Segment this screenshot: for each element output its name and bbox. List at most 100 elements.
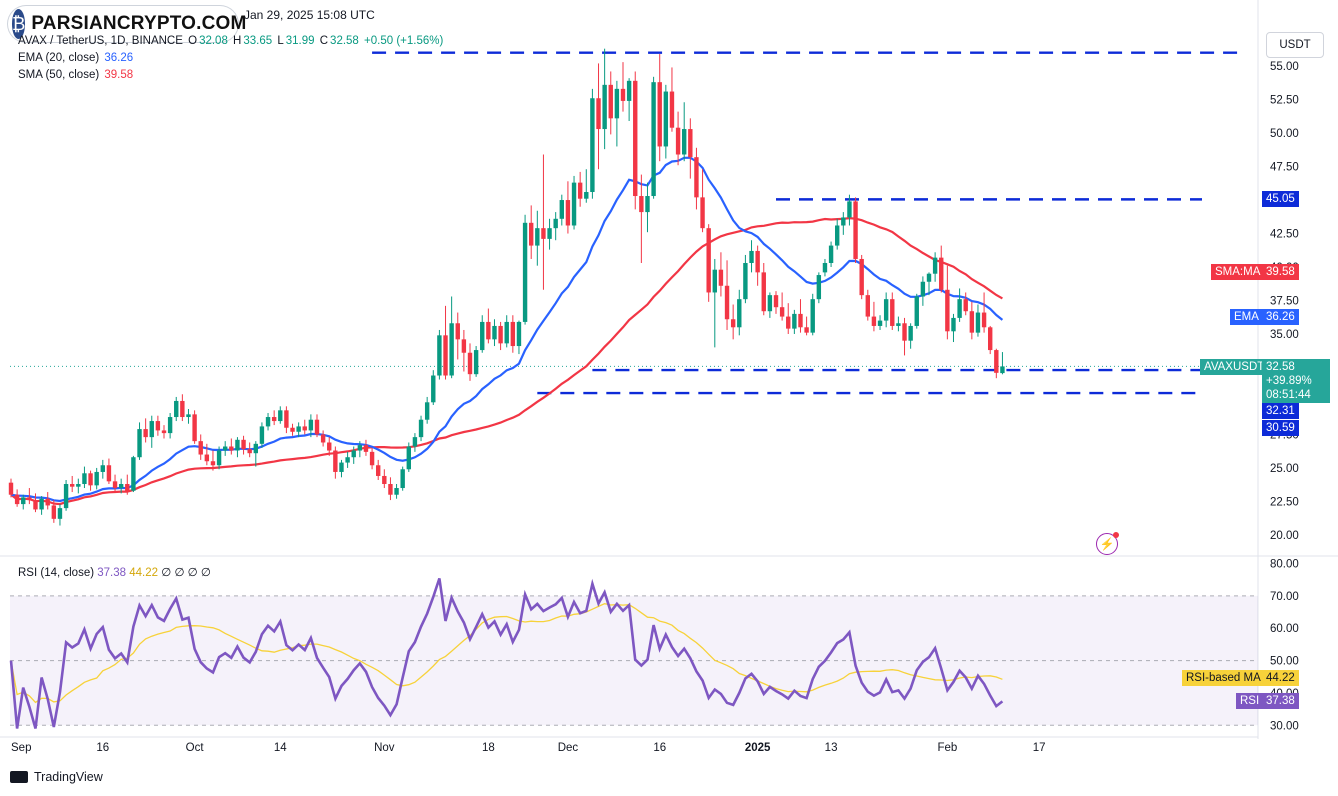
candle-body xyxy=(327,442,332,451)
candle-body xyxy=(137,429,142,458)
candle-body xyxy=(106,465,112,482)
tradingview-footer[interactable]: TradingView xyxy=(10,770,103,784)
price-tick-label: 47.50 xyxy=(1270,162,1299,174)
sma-legend[interactable]: SMA (50, close) 39.58 xyxy=(18,69,135,81)
candle-body xyxy=(675,127,681,155)
candle-body xyxy=(614,88,620,119)
candle-body xyxy=(786,316,791,329)
high-value: 33.65 xyxy=(243,35,273,47)
time-tick-label: 2025 xyxy=(745,742,771,754)
close-label: C xyxy=(319,35,329,47)
candle-body xyxy=(461,339,467,353)
candle-body xyxy=(908,325,913,341)
rsi-legend-extra: ∅ ∅ ∅ ∅ xyxy=(161,567,211,579)
level-low2-tag: 30.59 xyxy=(1262,420,1299,436)
candle-body xyxy=(902,323,907,341)
candle-body xyxy=(216,450,222,466)
candle-body xyxy=(363,445,369,452)
chart-header: ₿ PARSIANCRYPTO.COM Jan 29, 2025 15:08 U… xyxy=(0,0,1260,90)
ema-legend[interactable]: EMA (20, close) 36.26 xyxy=(18,52,135,64)
rsi-tag-value: 37.38 xyxy=(1262,693,1299,709)
time-tick-label: Nov xyxy=(374,742,395,754)
candle-body xyxy=(700,197,705,229)
candle-body xyxy=(914,296,919,326)
candle-body xyxy=(473,350,479,375)
candle-body xyxy=(920,281,926,297)
candle-body xyxy=(571,182,577,226)
candle-body xyxy=(877,320,883,326)
candle-body xyxy=(431,375,436,403)
price-tick-label: 50.00 xyxy=(1270,128,1299,140)
candle-body xyxy=(577,182,583,199)
rsi-legend[interactable]: RSI (14, close) 37.38 44.22 ∅ ∅ ∅ ∅ xyxy=(18,565,211,579)
candle-body xyxy=(131,457,136,491)
candle-body xyxy=(657,82,662,147)
candle-body xyxy=(192,414,197,442)
symbol-legend[interactable]: AVAX / TetherUS, 1D, BINANCE O 32.08 H 33.… xyxy=(18,35,445,47)
candle-body xyxy=(339,462,344,472)
candle-body xyxy=(608,84,613,119)
candle-body xyxy=(663,91,669,147)
candle-body xyxy=(559,200,564,219)
candle-body xyxy=(767,295,773,312)
candle-body xyxy=(320,434,326,443)
candle-body xyxy=(247,449,252,454)
candle-body xyxy=(761,272,766,312)
notification-dot xyxy=(1113,532,1119,538)
candle-body xyxy=(302,426,307,431)
ema-tag-value: 36.26 xyxy=(1262,309,1299,325)
candle-body xyxy=(369,451,375,466)
rsi-ma-line xyxy=(10,603,1003,704)
open-value: 32.08 xyxy=(199,35,228,47)
candle-body xyxy=(939,257,944,290)
ema-legend-value: 36.26 xyxy=(104,52,134,64)
candle-body xyxy=(63,484,69,509)
candle-body xyxy=(859,258,864,296)
candle-body xyxy=(792,313,797,329)
candle-body xyxy=(529,222,534,246)
price-tick-label: 55.00 xyxy=(1270,61,1299,73)
candle-body xyxy=(455,323,460,340)
ema-20-line xyxy=(10,156,1004,503)
ema-legend-label: EMA (20, close) xyxy=(18,52,100,64)
candle-body xyxy=(180,400,185,418)
price-tick-label: 52.50 xyxy=(1270,95,1299,107)
candle-body xyxy=(467,352,473,375)
candle-body xyxy=(143,429,148,438)
candle-body xyxy=(229,446,234,451)
candle-body xyxy=(773,295,779,308)
candle-body xyxy=(492,325,497,340)
rsi-tick-label: 70.00 xyxy=(1270,591,1299,603)
candle-body xyxy=(620,88,626,101)
watermark-logo: ₿ PARSIANCRYPTO.COM xyxy=(8,6,246,42)
currency-selector[interactable]: USDT xyxy=(1266,32,1324,58)
candle-body xyxy=(969,311,975,333)
candle-body xyxy=(357,445,363,451)
candle-body xyxy=(963,299,968,312)
open-label: O xyxy=(188,35,198,47)
time-tick-label: 16 xyxy=(96,742,109,754)
candle-body xyxy=(712,269,717,293)
candle-body xyxy=(981,312,987,328)
candle-body xyxy=(553,218,558,229)
rsi-tick-label: 50.00 xyxy=(1270,656,1299,668)
candle-body xyxy=(125,484,130,491)
candle-body xyxy=(651,82,656,197)
candle-body xyxy=(510,321,516,347)
candle-body xyxy=(737,299,742,328)
candle-body xyxy=(284,410,289,428)
candle-body xyxy=(988,327,993,351)
candle-body xyxy=(394,488,399,495)
level-low1-tag: 32.31 xyxy=(1262,403,1299,419)
bar-countdown: 08:51:44 xyxy=(1266,389,1311,401)
candle-body xyxy=(198,441,203,455)
candle-body xyxy=(27,497,32,501)
flash-icon[interactable]: ⚡ xyxy=(1096,532,1119,555)
candle-body xyxy=(498,325,503,344)
candle-body xyxy=(290,427,295,432)
candle-body xyxy=(149,421,154,438)
candle-body xyxy=(547,228,552,239)
sma-tag-label: SMA:MA xyxy=(1211,264,1265,280)
candle-body xyxy=(259,426,265,444)
